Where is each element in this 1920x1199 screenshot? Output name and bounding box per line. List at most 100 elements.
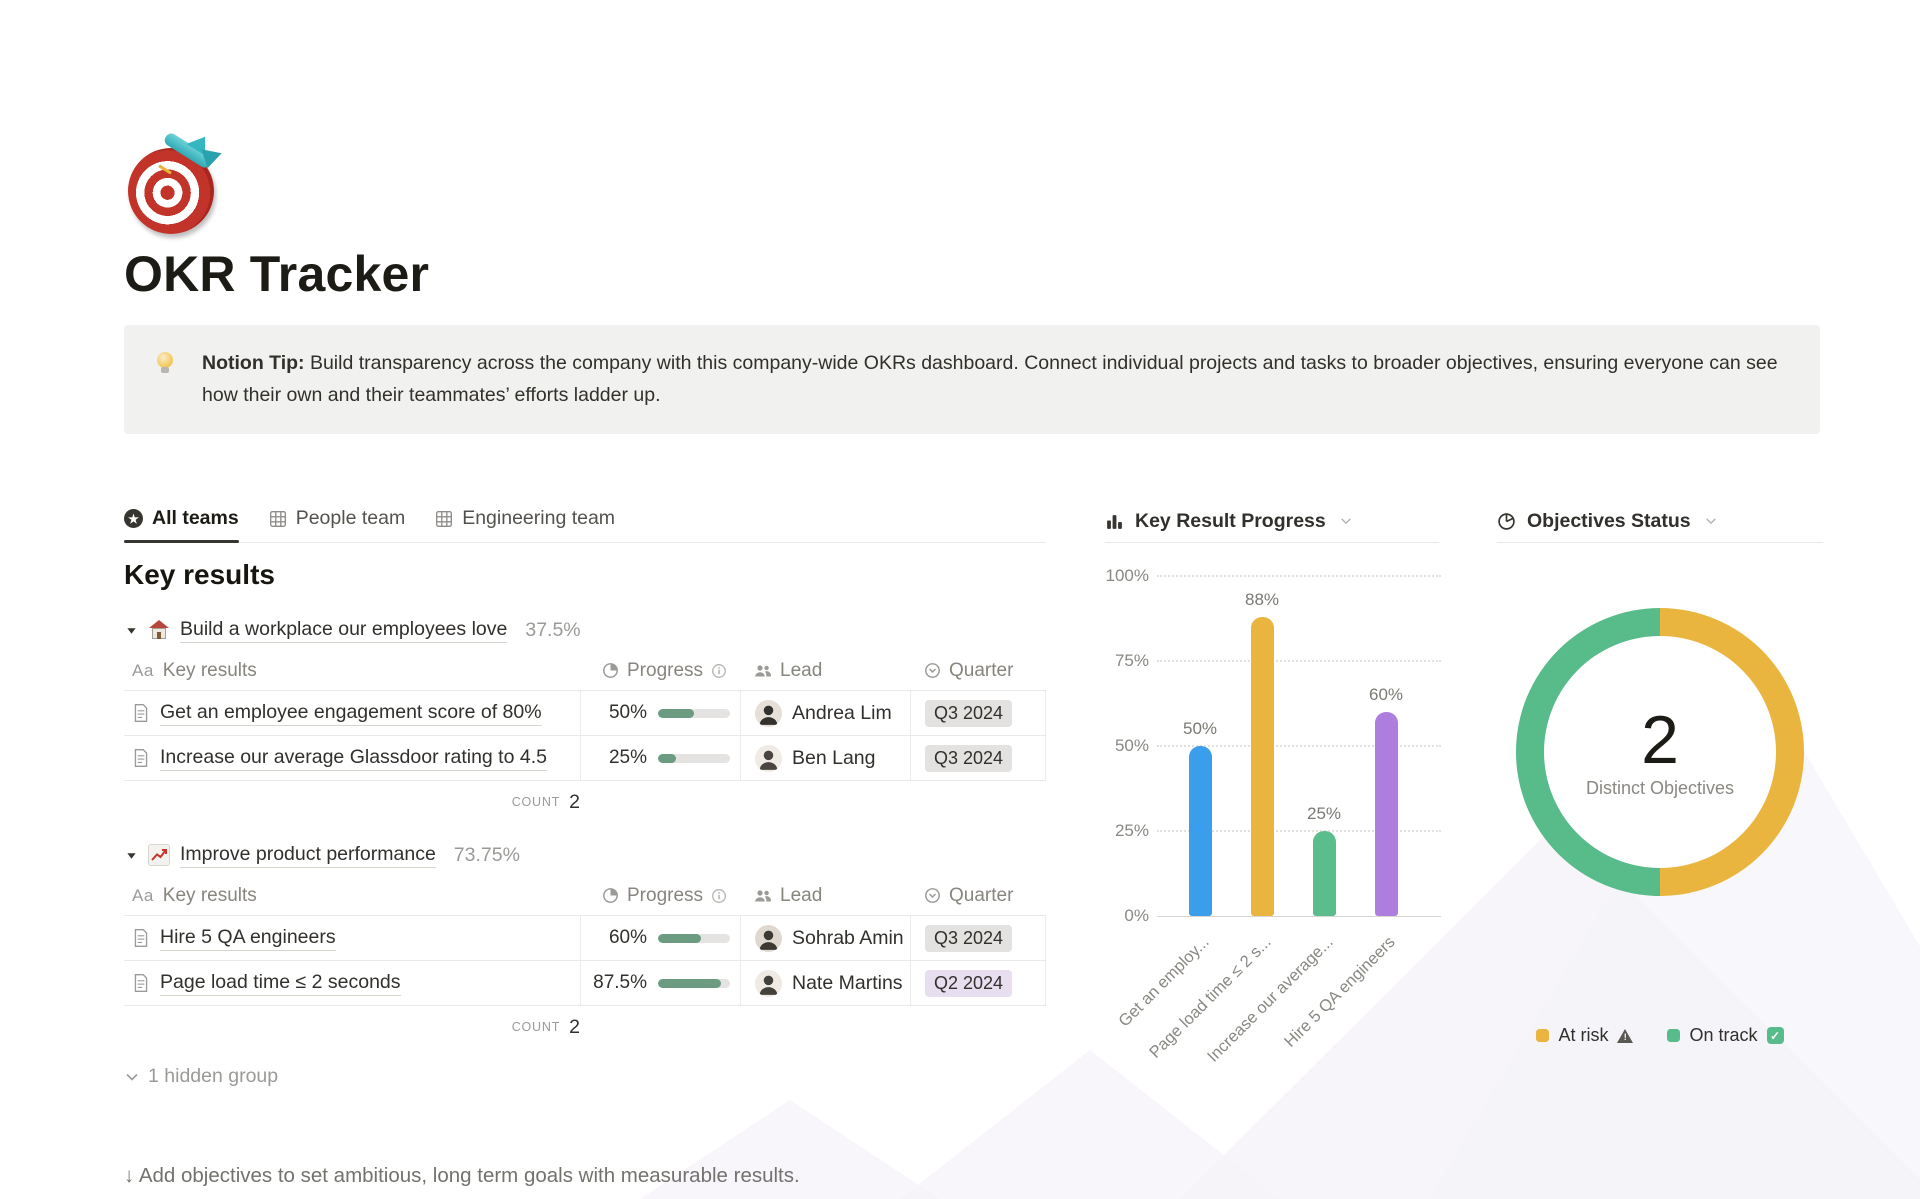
- table-row[interactable]: Increase our average Glassdoor rating to…: [124, 736, 1046, 781]
- people-property-icon: [754, 663, 772, 679]
- key-results-heading: Key results: [124, 559, 275, 590]
- y-axis-tick: 100%: [1105, 566, 1149, 585]
- page-title: OKR Tracker: [124, 246, 430, 302]
- count-row: COUNT 2: [511, 790, 580, 813]
- key-result-title[interactable]: Increase our average Glassdoor rating to…: [160, 746, 547, 771]
- tab-engineering-team[interactable]: Engineering team: [435, 507, 615, 542]
- tab-all-teams[interactable]: ★ All teams: [124, 507, 239, 543]
- gridline: [1157, 745, 1441, 747]
- avatar-andrea-lim: [755, 699, 782, 727]
- on-track-swatch: [1667, 1029, 1681, 1042]
- table-header: Aa Key results Progress Lead: [124, 876, 1046, 916]
- lead-name: Nate Martins: [792, 971, 903, 994]
- progress-bar: [658, 978, 730, 988]
- gridline: [1157, 575, 1441, 577]
- avatar-nate-martins: [755, 969, 782, 997]
- bar-value-label: 25%: [1306, 804, 1342, 823]
- progress-bar: [658, 708, 730, 718]
- text-property-icon: Aa: [132, 885, 154, 905]
- callout-label: Notion Tip:: [202, 352, 305, 374]
- table-grid-icon: [269, 510, 287, 528]
- key-result-progress-header[interactable]: Key Result Progress: [1105, 500, 1439, 543]
- y-axis-tick: 0%: [1124, 906, 1149, 925]
- x-axis-label: Hire 5 QA engineers: [1280, 933, 1399, 1051]
- page-icon: [132, 748, 150, 768]
- count-row: COUNT 2: [511, 1015, 580, 1038]
- objectives-status-card: Objectives Status 2 Distinct Objectives …: [1497, 500, 1823, 1045]
- group-header-workplace[interactable]: Build a workplace our employees love 37.…: [124, 618, 1046, 643]
- group-header-product[interactable]: Improve product performance 73.75%: [124, 843, 1046, 868]
- add-objectives-prompt: ↓ Add objectives to set ambitious, long …: [124, 1164, 800, 1187]
- page-icon: [132, 928, 150, 948]
- progress-bar: [658, 933, 730, 943]
- view-tabbar: ★ All teams People team Engineering team: [124, 500, 1046, 543]
- donut-center: 2 Distinct Objectives: [1585, 701, 1735, 798]
- objectives-status-header[interactable]: Objectives Status: [1497, 500, 1823, 543]
- progress-value: 50%: [608, 702, 647, 723]
- group-title[interactable]: Build a workplace our employees love: [180, 618, 508, 643]
- chevron-down-icon: [1339, 514, 1353, 528]
- group-percent: 73.75%: [453, 843, 520, 866]
- table-row[interactable]: Get an employee engagement score of 80% …: [124, 691, 1046, 736]
- notion-tip-callout: Notion Tip: Build transparency across th…: [124, 325, 1820, 435]
- bar-value-label: 50%: [1182, 719, 1218, 738]
- check-box-icon: ✓: [1766, 1027, 1784, 1044]
- chevron-down-icon: [1704, 514, 1718, 528]
- info-icon[interactable]: [711, 663, 727, 679]
- select-property-icon: [924, 662, 941, 679]
- text-property-icon: Aa: [132, 660, 154, 680]
- progress-value: 87.5%: [593, 972, 647, 993]
- progress-value: 25%: [608, 747, 647, 768]
- group-percent: 37.5%: [525, 618, 581, 641]
- tab-people-team[interactable]: People team: [269, 507, 405, 542]
- avatar-ben-lang: [755, 744, 782, 772]
- table-row[interactable]: Hire 5 QA engineers 60% Sohrab Amin Q3 2…: [124, 916, 1046, 961]
- page-icon: [132, 973, 150, 993]
- table-header: Aa Key results Progress Lead: [124, 651, 1046, 691]
- lead-name: Andrea Lim: [792, 701, 892, 724]
- info-icon[interactable]: [711, 888, 727, 904]
- bar-chart-plot: 0% 25% 50% 75% 100% 50% Get an employ... 88% Pag…: [1106, 566, 1441, 1066]
- y-axis-tick: 25%: [1114, 821, 1149, 840]
- quarter-badge: Q3 2024: [925, 924, 1013, 952]
- legend-at-risk[interactable]: At risk: [1536, 1025, 1634, 1046]
- progress-property-icon: [602, 662, 619, 679]
- at-risk-swatch: [1536, 1029, 1550, 1042]
- dartboard-emoji[interactable]: [128, 130, 228, 238]
- progress-value: 60%: [608, 927, 647, 948]
- key-result-title[interactable]: Get an employee engagement score of 80%: [160, 701, 542, 726]
- lightbulb-icon: [154, 352, 176, 374]
- table-row[interactable]: Page load time ≤ 2 seconds 87.5% Nate Ma…: [124, 961, 1046, 1006]
- group-title[interactable]: Improve product performance: [180, 843, 436, 868]
- gridline: [1157, 660, 1441, 662]
- y-axis-tick: 75%: [1114, 651, 1149, 670]
- quarter-badge: Q2 2024: [925, 969, 1013, 997]
- gridline: [1157, 916, 1441, 917]
- legend-on-track[interactable]: On track ✓: [1667, 1025, 1784, 1046]
- bar-value-label: 60%: [1368, 685, 1404, 704]
- people-property-icon: [754, 888, 772, 904]
- house-emoji: [148, 619, 170, 641]
- avatar-sohrab-amin: [755, 924, 782, 952]
- bar-4[interactable]: [1374, 712, 1398, 916]
- bar-value-label: 88%: [1244, 589, 1280, 609]
- distinct-objectives-count: 2: [1641, 701, 1679, 778]
- bar-3[interactable]: [1312, 831, 1336, 916]
- lead-name: Sohrab Amin: [792, 926, 904, 949]
- table-grid-icon: [435, 510, 453, 528]
- key-result-title[interactable]: Hire 5 QA engineers: [160, 926, 336, 951]
- progress-property-icon: [602, 887, 619, 904]
- lead-name: Ben Lang: [792, 746, 876, 769]
- quarter-badge: Q3 2024: [925, 744, 1013, 772]
- key-result-title[interactable]: Page load time ≤ 2 seconds: [160, 971, 401, 996]
- star-circle-icon: ★: [124, 509, 143, 528]
- bar-1[interactable]: [1188, 746, 1212, 916]
- progress-bar: [658, 753, 730, 763]
- hidden-group-toggle[interactable]: 1 hidden group: [124, 1065, 1046, 1088]
- bar-2[interactable]: [1250, 616, 1274, 916]
- toggle-triangle-icon[interactable]: [124, 623, 138, 637]
- select-property-icon: [924, 887, 941, 904]
- chart-increasing-emoji: [148, 844, 170, 866]
- donut-legend: At risk On track ✓: [1497, 1025, 1823, 1046]
- toggle-triangle-icon[interactable]: [124, 848, 138, 862]
